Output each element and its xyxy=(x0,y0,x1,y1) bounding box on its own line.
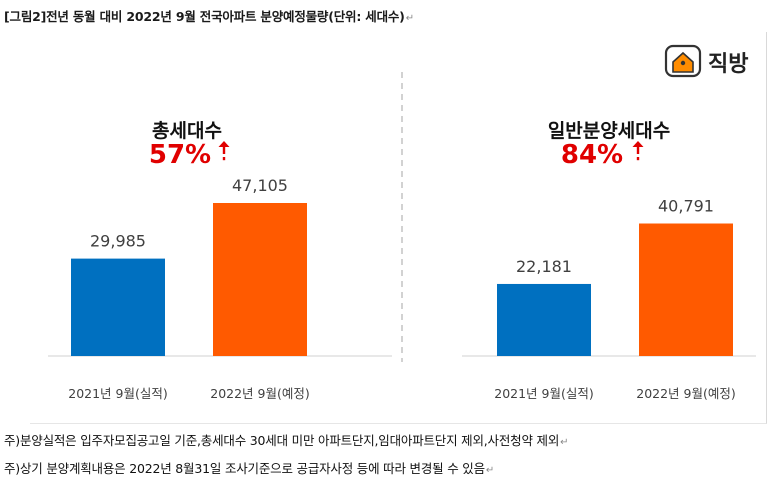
right-panel-title: 일반분양세대수 xyxy=(548,120,670,142)
paragraph-mark: ↵ xyxy=(405,13,414,24)
paragraph-mark: ↵ xyxy=(560,437,569,448)
footnote-2-text: 주)상기 분양계획내용은 2022년 8월31일 조사기준으로 공급자사정 등에… xyxy=(4,461,485,476)
left-value-label-2: 47,105 xyxy=(232,176,288,195)
left-panel-title: 총세대수 xyxy=(152,120,222,142)
left-value-label-1: 29,985 xyxy=(90,232,146,251)
figure-title-text: [그림2]전년 동월 대비 2022년 9월 전국아파트 분양예정물량(단위: … xyxy=(4,9,405,24)
brand-name: 직방 xyxy=(708,52,748,77)
left-bar-1 xyxy=(71,258,165,356)
paragraph-mark: ↵ xyxy=(485,465,495,476)
right-up-arrow-icon xyxy=(632,141,644,161)
right-value-label-1: 22,181 xyxy=(516,257,572,276)
left-category-label-2: 2022년 9월(예정) xyxy=(210,386,310,401)
right-category-label-2: 2022년 9월(예정) xyxy=(636,386,736,401)
footnote-1: 주)분양실적은 입주자모집공고일 기준,총세대수 30세대 미만 아파트단지,임… xyxy=(4,430,569,449)
right-change-label: 84% xyxy=(561,140,623,170)
right-bar-2 xyxy=(639,223,733,356)
footnote-1-text: 주)분양실적은 입주자모집공고일 기준,총세대수 30세대 미만 아파트단지,임… xyxy=(4,433,560,448)
bars-group: 29,985 2021년 9월(실적) 47,105 2022년 9월(예정) 22,1… xyxy=(68,176,736,401)
left-up-arrow-icon xyxy=(218,141,230,161)
right-category-label-1: 2021년 9월(실적) xyxy=(494,386,594,401)
right-value-label-2: 40,791 xyxy=(658,197,714,216)
chart-frame xyxy=(30,32,767,424)
right-bar-1 xyxy=(497,283,591,356)
brand-logo: 직방 xyxy=(664,44,748,78)
footnote-2: 주)상기 분양계획내용은 2022년 8월31일 조사기준으로 공급자사정 등에… xyxy=(4,458,494,477)
figure-title: [그림2]전년 동월 대비 2022년 9월 전국아파트 분양예정물량(단위: … xyxy=(4,6,414,25)
left-category-label-1: 2021년 9월(실적) xyxy=(68,386,168,401)
left-bar-2 xyxy=(213,203,307,356)
left-change-label: 57% xyxy=(149,140,211,170)
house-logo-icon xyxy=(664,44,702,78)
